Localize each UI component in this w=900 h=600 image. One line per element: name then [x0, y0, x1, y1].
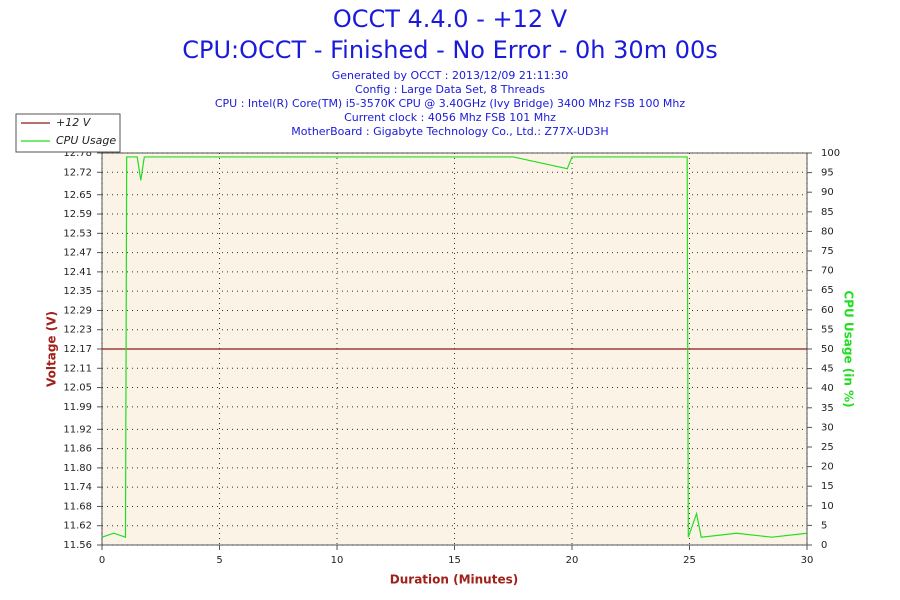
y2-tick-label: 70: [821, 266, 834, 277]
legend-box: [15, 113, 121, 153]
info-line: Generated by OCCT : 2013/12/09 21:11:30: [332, 69, 569, 82]
y-tick-label: 11.74: [63, 482, 92, 493]
y2-tick-label: 100: [821, 148, 840, 159]
y2-tick-label: 85: [821, 207, 834, 218]
y-tick-label: 12.29: [63, 305, 92, 316]
x-tick-label: 10: [331, 555, 344, 566]
y2-tick-label: 50: [821, 344, 834, 355]
chart-subtitle: CPU:OCCT - Finished - No Error - 0h 30m …: [182, 36, 718, 64]
x-tick-label: 25: [683, 555, 696, 566]
y2-tick-label: 95: [821, 168, 834, 179]
legend-label: CPU Usage: [56, 134, 116, 147]
y-tick-label: 12.47: [63, 248, 92, 259]
y-tick-label: 12.11: [63, 363, 92, 374]
y2-tick-label: 5: [821, 520, 827, 531]
data-line: [101, 156, 808, 538]
y2-tick-label: 65: [821, 285, 834, 296]
info-line: CPU : Intel(R) Core(TM) i5-3570K CPU @ 3…: [215, 97, 686, 110]
y-tick-label: 12.23: [63, 325, 92, 336]
y-tick-label: 12.35: [63, 286, 92, 297]
y-tick-label: 12.78: [63, 148, 92, 159]
x-axis-label: Duration (Minutes): [390, 573, 518, 587]
y2-tick-label: 45: [821, 364, 834, 375]
y2-axis-label: CPU Usage (in %): [842, 290, 856, 407]
y-tick-label: 11.99: [63, 402, 92, 413]
y-axis-label: Voltage (V): [45, 311, 59, 387]
y-tick-label: 12.53: [63, 228, 92, 239]
y2-tick-label: 0: [821, 540, 827, 551]
y-tick-label: 12.17: [63, 344, 92, 355]
y-tick-label: 12.65: [63, 190, 92, 201]
y-tick-label: 11.92: [63, 424, 92, 435]
y-tick-label: 12.41: [63, 267, 92, 278]
y2-tick-label: 90: [821, 187, 834, 198]
chart-title: OCCT 4.4.0 - +12 V: [333, 5, 568, 33]
y-tick-label: 12.72: [63, 167, 92, 178]
y2-tick-label: 40: [821, 383, 834, 394]
y2-tick-label: 35: [821, 403, 834, 414]
x-tick-label: 20: [566, 555, 579, 566]
y2-tick-label: 30: [821, 422, 834, 433]
y2-tick-label: 60: [821, 305, 834, 316]
y-tick-label: 11.80: [63, 463, 92, 474]
y2-tick-label: 15: [821, 481, 834, 492]
info-line: MotherBoard : Gigabyte Technology Co., L…: [291, 125, 608, 138]
y-tick-label: 11.68: [63, 501, 92, 512]
y-tick-label: 12.59: [63, 209, 92, 220]
x-tick-label: 15: [448, 555, 461, 566]
x-tick-label: 0: [99, 555, 105, 566]
info-line: Config : Large Data Set, 8 Threads: [355, 83, 545, 96]
x-tick-label: 5: [216, 555, 222, 566]
y2-tick-label: 20: [821, 462, 834, 473]
y2-tick-label: 55: [821, 324, 834, 335]
y2-tick-label: 25: [821, 442, 834, 453]
info-line: Current clock : 4056 Mhz FSB 101 Mhz: [344, 111, 556, 124]
y-tick-label: 11.62: [63, 521, 92, 532]
x-tick-label: 30: [801, 555, 814, 566]
y-tick-label: 11.56: [63, 540, 92, 551]
y-tick-label: 11.86: [63, 444, 92, 455]
y2-tick-label: 75: [821, 246, 834, 257]
y2-tick-label: 80: [821, 226, 834, 237]
y2-tick-label: 10: [821, 501, 834, 512]
y-tick-label: 12.05: [63, 383, 92, 394]
legend-label: +12 V: [56, 116, 92, 129]
